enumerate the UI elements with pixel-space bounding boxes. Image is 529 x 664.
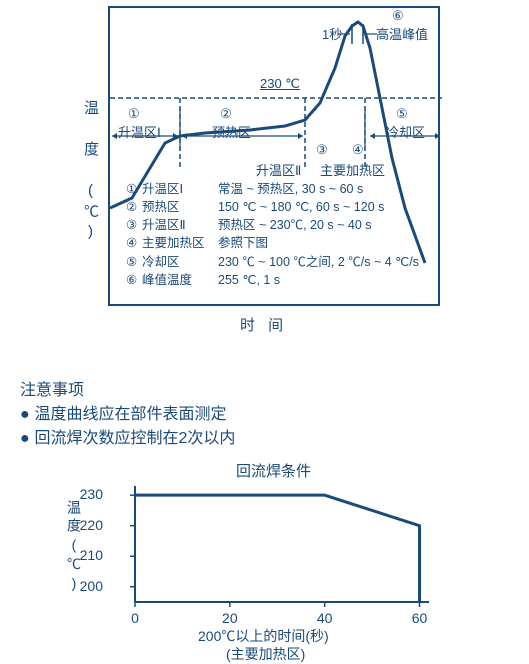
fig2-xtick: 20 [222,610,238,626]
zone5-num: ⑤ [396,106,408,122]
fig1-peak-num: ⑥ [392,8,404,24]
fig2-svg [115,480,435,608]
zone1-num: ① [128,106,140,122]
zone4-num: ④ [352,142,364,158]
fig1-xlabel: 时 间 [240,314,288,335]
fig2-xtick: 40 [317,610,333,626]
fig2-ytick: 200 [80,578,103,594]
fig2-xlabel: 200℃以上的时间(秒) [198,626,329,646]
fig2-xsub: (主要加热区) [226,644,305,664]
fig1-peak-time: 1秒 [322,24,342,43]
legend-row: ③升温区Ⅱ预热区 ~ 230℃, 20 s ~ 40 s [126,216,419,234]
fig2-ytick: 220 [80,517,103,533]
fig1-threshold-label: 230 ℃ [260,76,300,92]
reflow-conditions-chart [115,480,435,608]
legend-row: ①升温区Ⅰ常温 ~ 预热区, 30 s ~ 60 s [126,180,419,198]
legend-row: ⑤冷却区230 ℃ ~ 100 ℃之间, 2 ℃/s ~ 4 ℃/s [126,253,419,271]
zone2-num: ② [220,106,232,122]
legend-row: ②预热区150 ℃ ~ 180 ℃, 60 s ~ 120 s [126,198,419,216]
note-2: 回流焊次数应控制在2次以内 [20,424,235,448]
zone4-name: 主要加热区 [320,160,385,179]
zone3-num: ③ [316,142,328,158]
fig1-ylabel: 温 度 (℃) [80,100,101,245]
zone1-name: 升温区Ⅰ [118,122,161,141]
legend-row: ④主要加热区参照下图 [126,234,419,252]
note-1: 温度曲线应在部件表面测定 [20,400,226,424]
fig2-xtick: 0 [131,610,139,626]
notes-title: 注意事项 [20,376,84,400]
zone3-name: 升温区Ⅱ [256,160,301,179]
zone5-name: 冷却区 [386,122,425,141]
fig1-peak-name: 高温峰值 [376,24,428,43]
fig2-title: 回流焊条件 [236,460,311,481]
zone2-name: 预热区 [212,122,251,141]
fig2-xtick: 60 [412,610,428,626]
fig2-ytick: 210 [80,547,103,563]
legend-row: ⑥峰值温度255 ℃, 1 s [126,271,419,289]
fig2-ytick: 230 [80,486,103,502]
fig1-legend: ①升温区Ⅰ常温 ~ 预热区, 30 s ~ 60 s②预热区150 ℃ ~ 18… [126,180,419,289]
